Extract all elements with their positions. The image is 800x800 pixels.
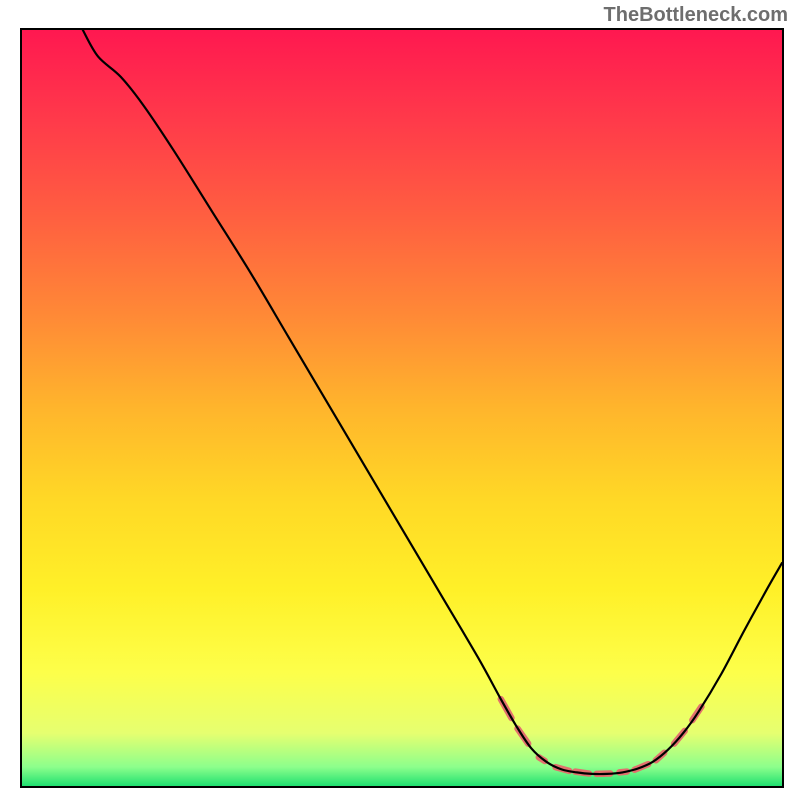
curve-layer [22,30,782,786]
chart-container: TheBottleneck.com [0,0,800,800]
plot-area [20,28,784,788]
bottleneck-curve [83,30,782,774]
dashed-markers-group [501,699,702,774]
watermark-text: TheBottleneck.com [604,4,788,27]
